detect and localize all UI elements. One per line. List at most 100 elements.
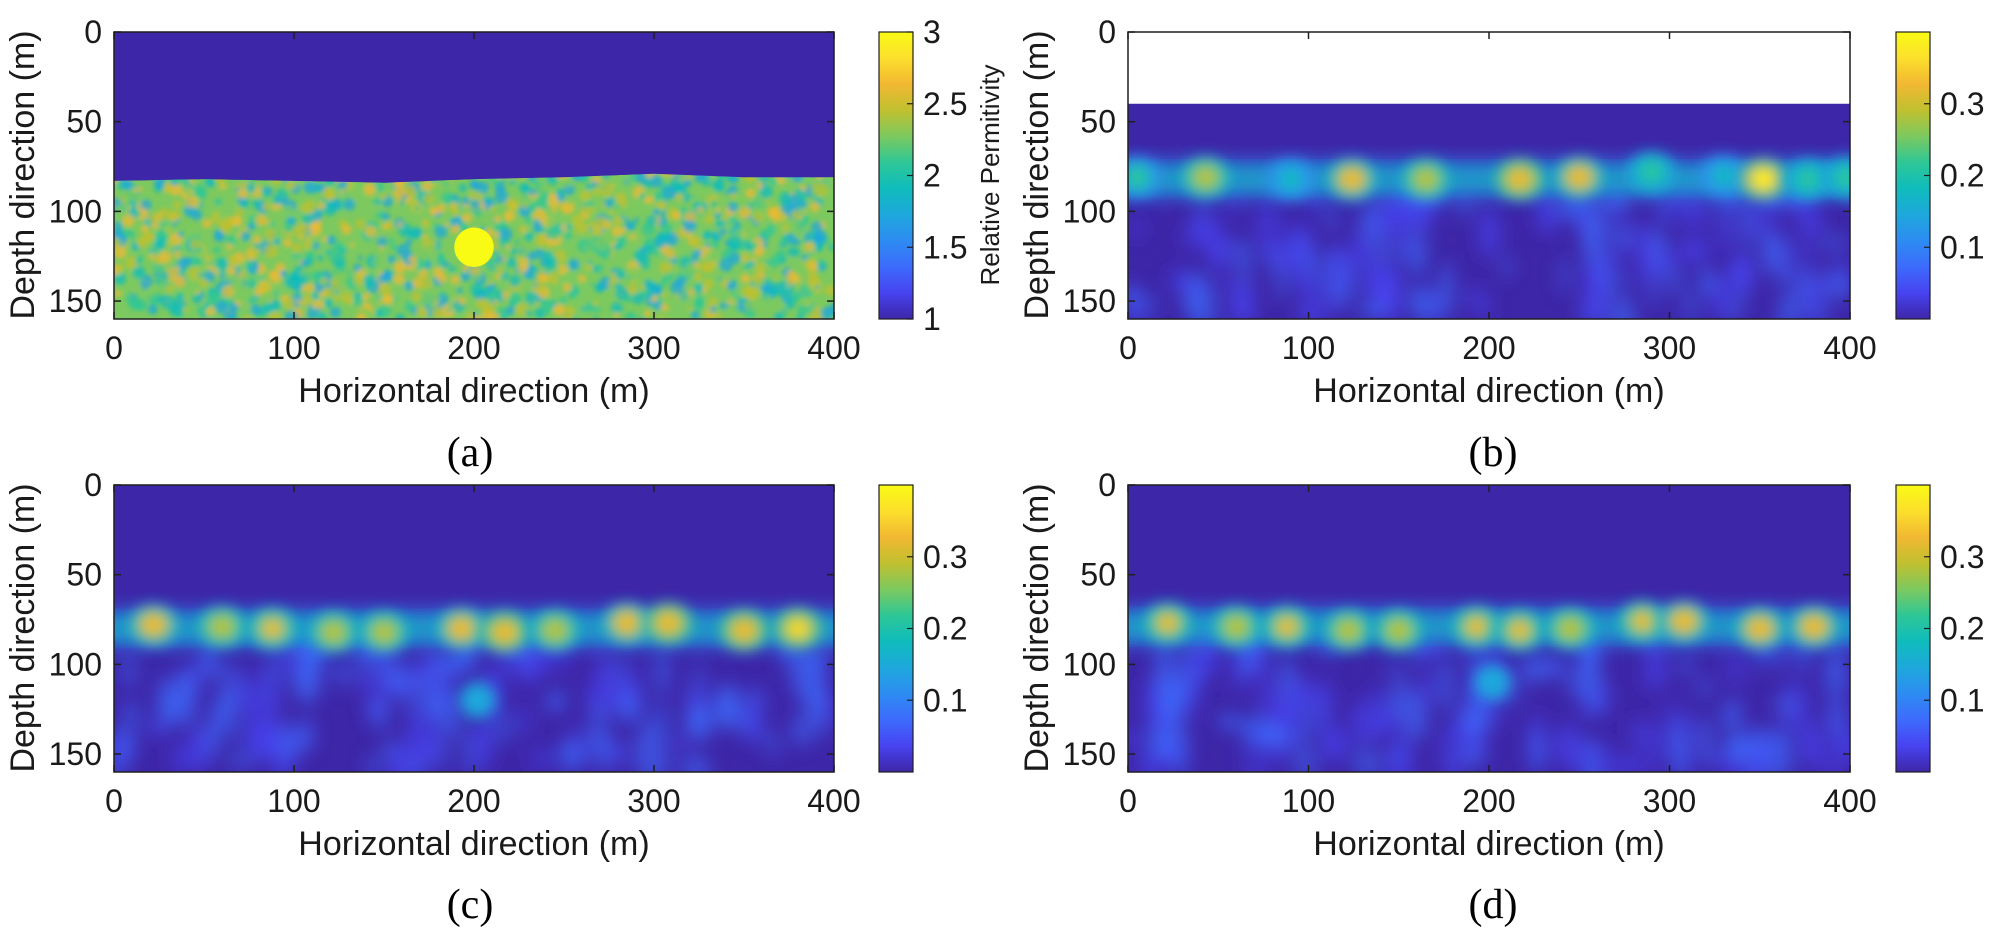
y-tick-label: 100 bbox=[49, 193, 102, 229]
x-tick-label: 0 bbox=[1119, 330, 1137, 366]
hotspot bbox=[480, 612, 529, 653]
x-tick-label: 300 bbox=[627, 330, 680, 366]
colorbar-tick-label: 3 bbox=[923, 14, 941, 50]
panel-c: 0 100 200 300 400 0 50 100 150 Horizontal direc… bbox=[4, 467, 967, 928]
hotspot bbox=[248, 608, 297, 649]
hotspot bbox=[1143, 603, 1192, 644]
y-tick-label: 0 bbox=[1098, 467, 1116, 503]
panel-label-d: (d) bbox=[1469, 882, 1518, 928]
x-ticks-c: 0 100 200 300 400 bbox=[105, 485, 861, 819]
x-ticks-b: 0 100 200 300 400 bbox=[1119, 32, 1877, 366]
clutter-texture bbox=[1128, 620, 1850, 772]
hotspot bbox=[720, 610, 768, 651]
colorbar-a: 1 1.5 2 2.5 3 bbox=[878, 14, 967, 337]
x-tick-label: 400 bbox=[807, 330, 860, 366]
y-tick-label: 0 bbox=[84, 467, 102, 503]
y-tick-label: 150 bbox=[1063, 736, 1116, 772]
hotspot bbox=[774, 608, 822, 649]
hotspot bbox=[1789, 606, 1838, 647]
y-tick-label: 100 bbox=[49, 646, 102, 682]
y-ticks-b: 0 50 100 150 bbox=[1063, 14, 1850, 319]
clutter-texture bbox=[114, 623, 834, 772]
y-tick-label: 50 bbox=[1080, 557, 1116, 593]
x-tick-label: 100 bbox=[267, 330, 320, 366]
colorbar-tick-label: 0.3 bbox=[923, 539, 967, 575]
x-tick-label: 300 bbox=[627, 783, 680, 819]
colorbar-tick-label: 0.2 bbox=[923, 611, 967, 647]
plot-area-d bbox=[1128, 485, 1850, 772]
panel-label-a: (a) bbox=[447, 430, 494, 476]
x-tick-label: 100 bbox=[1282, 330, 1335, 366]
target-anomaly bbox=[1474, 664, 1511, 701]
y-tick-label: 50 bbox=[66, 557, 102, 593]
hotspot bbox=[1784, 159, 1833, 200]
colorbar-c: 0.1 0.2 0.3 bbox=[878, 484, 967, 773]
y-tick-label: 100 bbox=[1063, 646, 1116, 682]
hotspot bbox=[1618, 601, 1667, 642]
x-tick-label: 200 bbox=[447, 783, 500, 819]
x-tick-label: 400 bbox=[1823, 783, 1876, 819]
x-axis-label-c: Horizontal direction (m) bbox=[298, 825, 649, 863]
x-tick-label: 0 bbox=[105, 330, 123, 366]
hotspot bbox=[644, 603, 693, 644]
colorbar-tick-label: 0.3 bbox=[1940, 86, 1984, 122]
panel-label-c: (c) bbox=[447, 882, 494, 928]
y-ticks-a: 0 50 100 150 bbox=[49, 14, 834, 319]
x-tick-label: 200 bbox=[1462, 783, 1515, 819]
colorbar-tick-label: 0.2 bbox=[1940, 611, 1984, 647]
hotspot bbox=[1495, 610, 1544, 651]
hotspot bbox=[1181, 157, 1230, 198]
hotspot bbox=[1822, 157, 1850, 198]
x-tick-label: 300 bbox=[1643, 783, 1696, 819]
y-ticks-d: 0 50 100 150 bbox=[1063, 467, 1850, 772]
hotspot bbox=[1212, 606, 1261, 647]
hotspot bbox=[437, 608, 486, 649]
x-ticks-d: 0 100 200 300 400 bbox=[1119, 485, 1877, 819]
x-tick-label: 0 bbox=[1119, 783, 1137, 819]
colorbar-tick-label: 0.3 bbox=[1940, 539, 1984, 575]
y-axis-label-b: Depth direction (m) bbox=[1018, 30, 1056, 319]
colorbar-tick-label: 0.1 bbox=[923, 682, 967, 718]
colorbar-d: 0.1 0.2 0.3 bbox=[1895, 484, 1984, 773]
x-axis-label-d: Horizontal direction (m) bbox=[1313, 825, 1664, 863]
hotspot bbox=[1627, 151, 1676, 192]
hotspot bbox=[1327, 159, 1376, 200]
panel-b: 0 100 200 300 400 0 50 100 150 Horizontal direc… bbox=[1018, 14, 1984, 476]
panel-label-b: (b) bbox=[1469, 430, 1518, 476]
y-tick-label: 0 bbox=[84, 14, 102, 50]
panel-a: 0 100 200 300 400 0 50 100 150 Horizontal direc… bbox=[4, 14, 1005, 476]
hotspot bbox=[1495, 159, 1544, 200]
target-anomaly bbox=[454, 227, 494, 267]
hotspot bbox=[309, 612, 358, 653]
hotspot bbox=[1128, 157, 1162, 198]
hotspot bbox=[603, 603, 651, 644]
y-axis-label-a: Depth direction (m) bbox=[4, 30, 42, 319]
colorbar-tick-label: 2 bbox=[923, 158, 941, 194]
colorbar-tick-label: 0.1 bbox=[1940, 682, 1984, 718]
plot-area-c bbox=[114, 485, 834, 772]
y-tick-label: 150 bbox=[49, 736, 102, 772]
hotspot bbox=[1546, 608, 1595, 649]
colorbar-tick-label: 0.1 bbox=[1940, 229, 1984, 265]
y-tick-label: 50 bbox=[66, 104, 102, 140]
colorbar-b: 0.1 0.2 0.3 bbox=[1895, 31, 1984, 320]
hotspot bbox=[1374, 610, 1423, 651]
y-tick-label: 50 bbox=[1080, 104, 1116, 140]
hotspot bbox=[1324, 610, 1373, 651]
x-tick-label: 200 bbox=[1462, 330, 1515, 366]
x-tick-label: 400 bbox=[807, 783, 860, 819]
colorbar-tick-label: 0.2 bbox=[1940, 158, 1984, 194]
plot-area-a bbox=[114, 32, 834, 319]
y-tick-label: 0 bbox=[1098, 14, 1116, 50]
hotspot bbox=[1452, 606, 1501, 647]
hotspot bbox=[1555, 157, 1604, 198]
hotspot bbox=[1699, 155, 1748, 196]
colorbar-tick-label: 1 bbox=[923, 301, 941, 337]
x-tick-label: 100 bbox=[1282, 783, 1335, 819]
x-axis-label-b: Horizontal direction (m) bbox=[1313, 372, 1664, 410]
blank-region bbox=[1128, 32, 1850, 104]
hotspot bbox=[1739, 159, 1788, 200]
x-axis-label-a: Horizontal direction (m) bbox=[298, 372, 649, 410]
y-tick-label: 150 bbox=[49, 283, 102, 319]
